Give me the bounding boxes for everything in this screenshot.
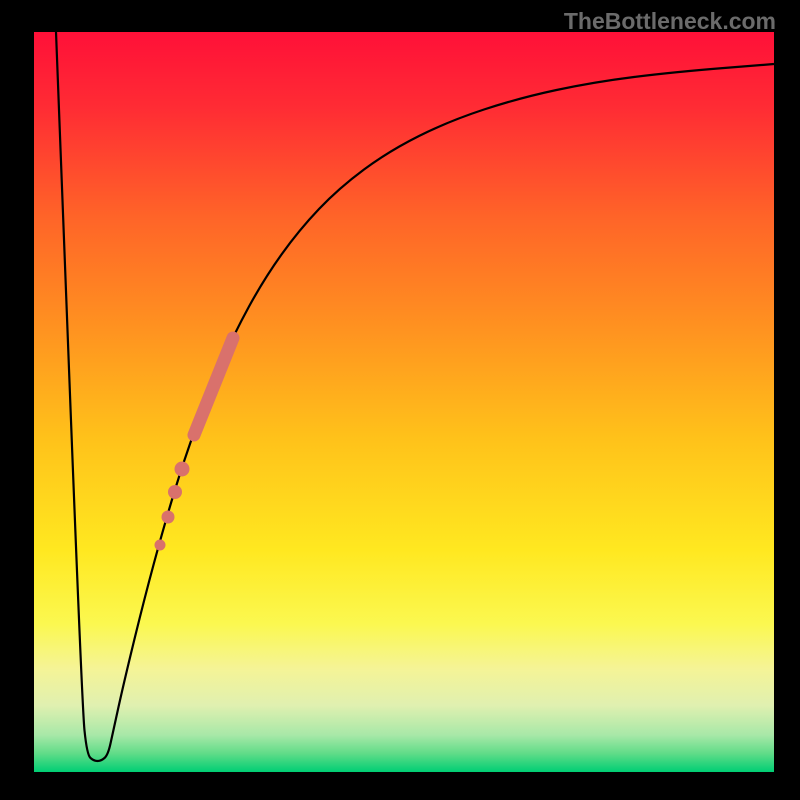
highlight-dot xyxy=(162,511,175,524)
chart-frame: TheBottleneck.com xyxy=(0,0,800,800)
highlight-dot xyxy=(155,540,166,551)
bottleneck-chart xyxy=(34,32,774,772)
highlight-dot xyxy=(175,462,190,477)
highlight-dot xyxy=(168,485,182,499)
watermark-text: TheBottleneck.com xyxy=(564,8,776,35)
